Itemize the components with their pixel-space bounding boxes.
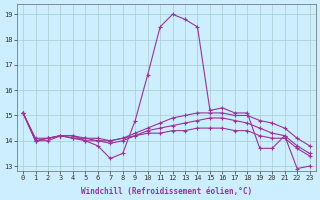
X-axis label: Windchill (Refroidissement éolien,°C): Windchill (Refroidissement éolien,°C) — [81, 187, 252, 196]
